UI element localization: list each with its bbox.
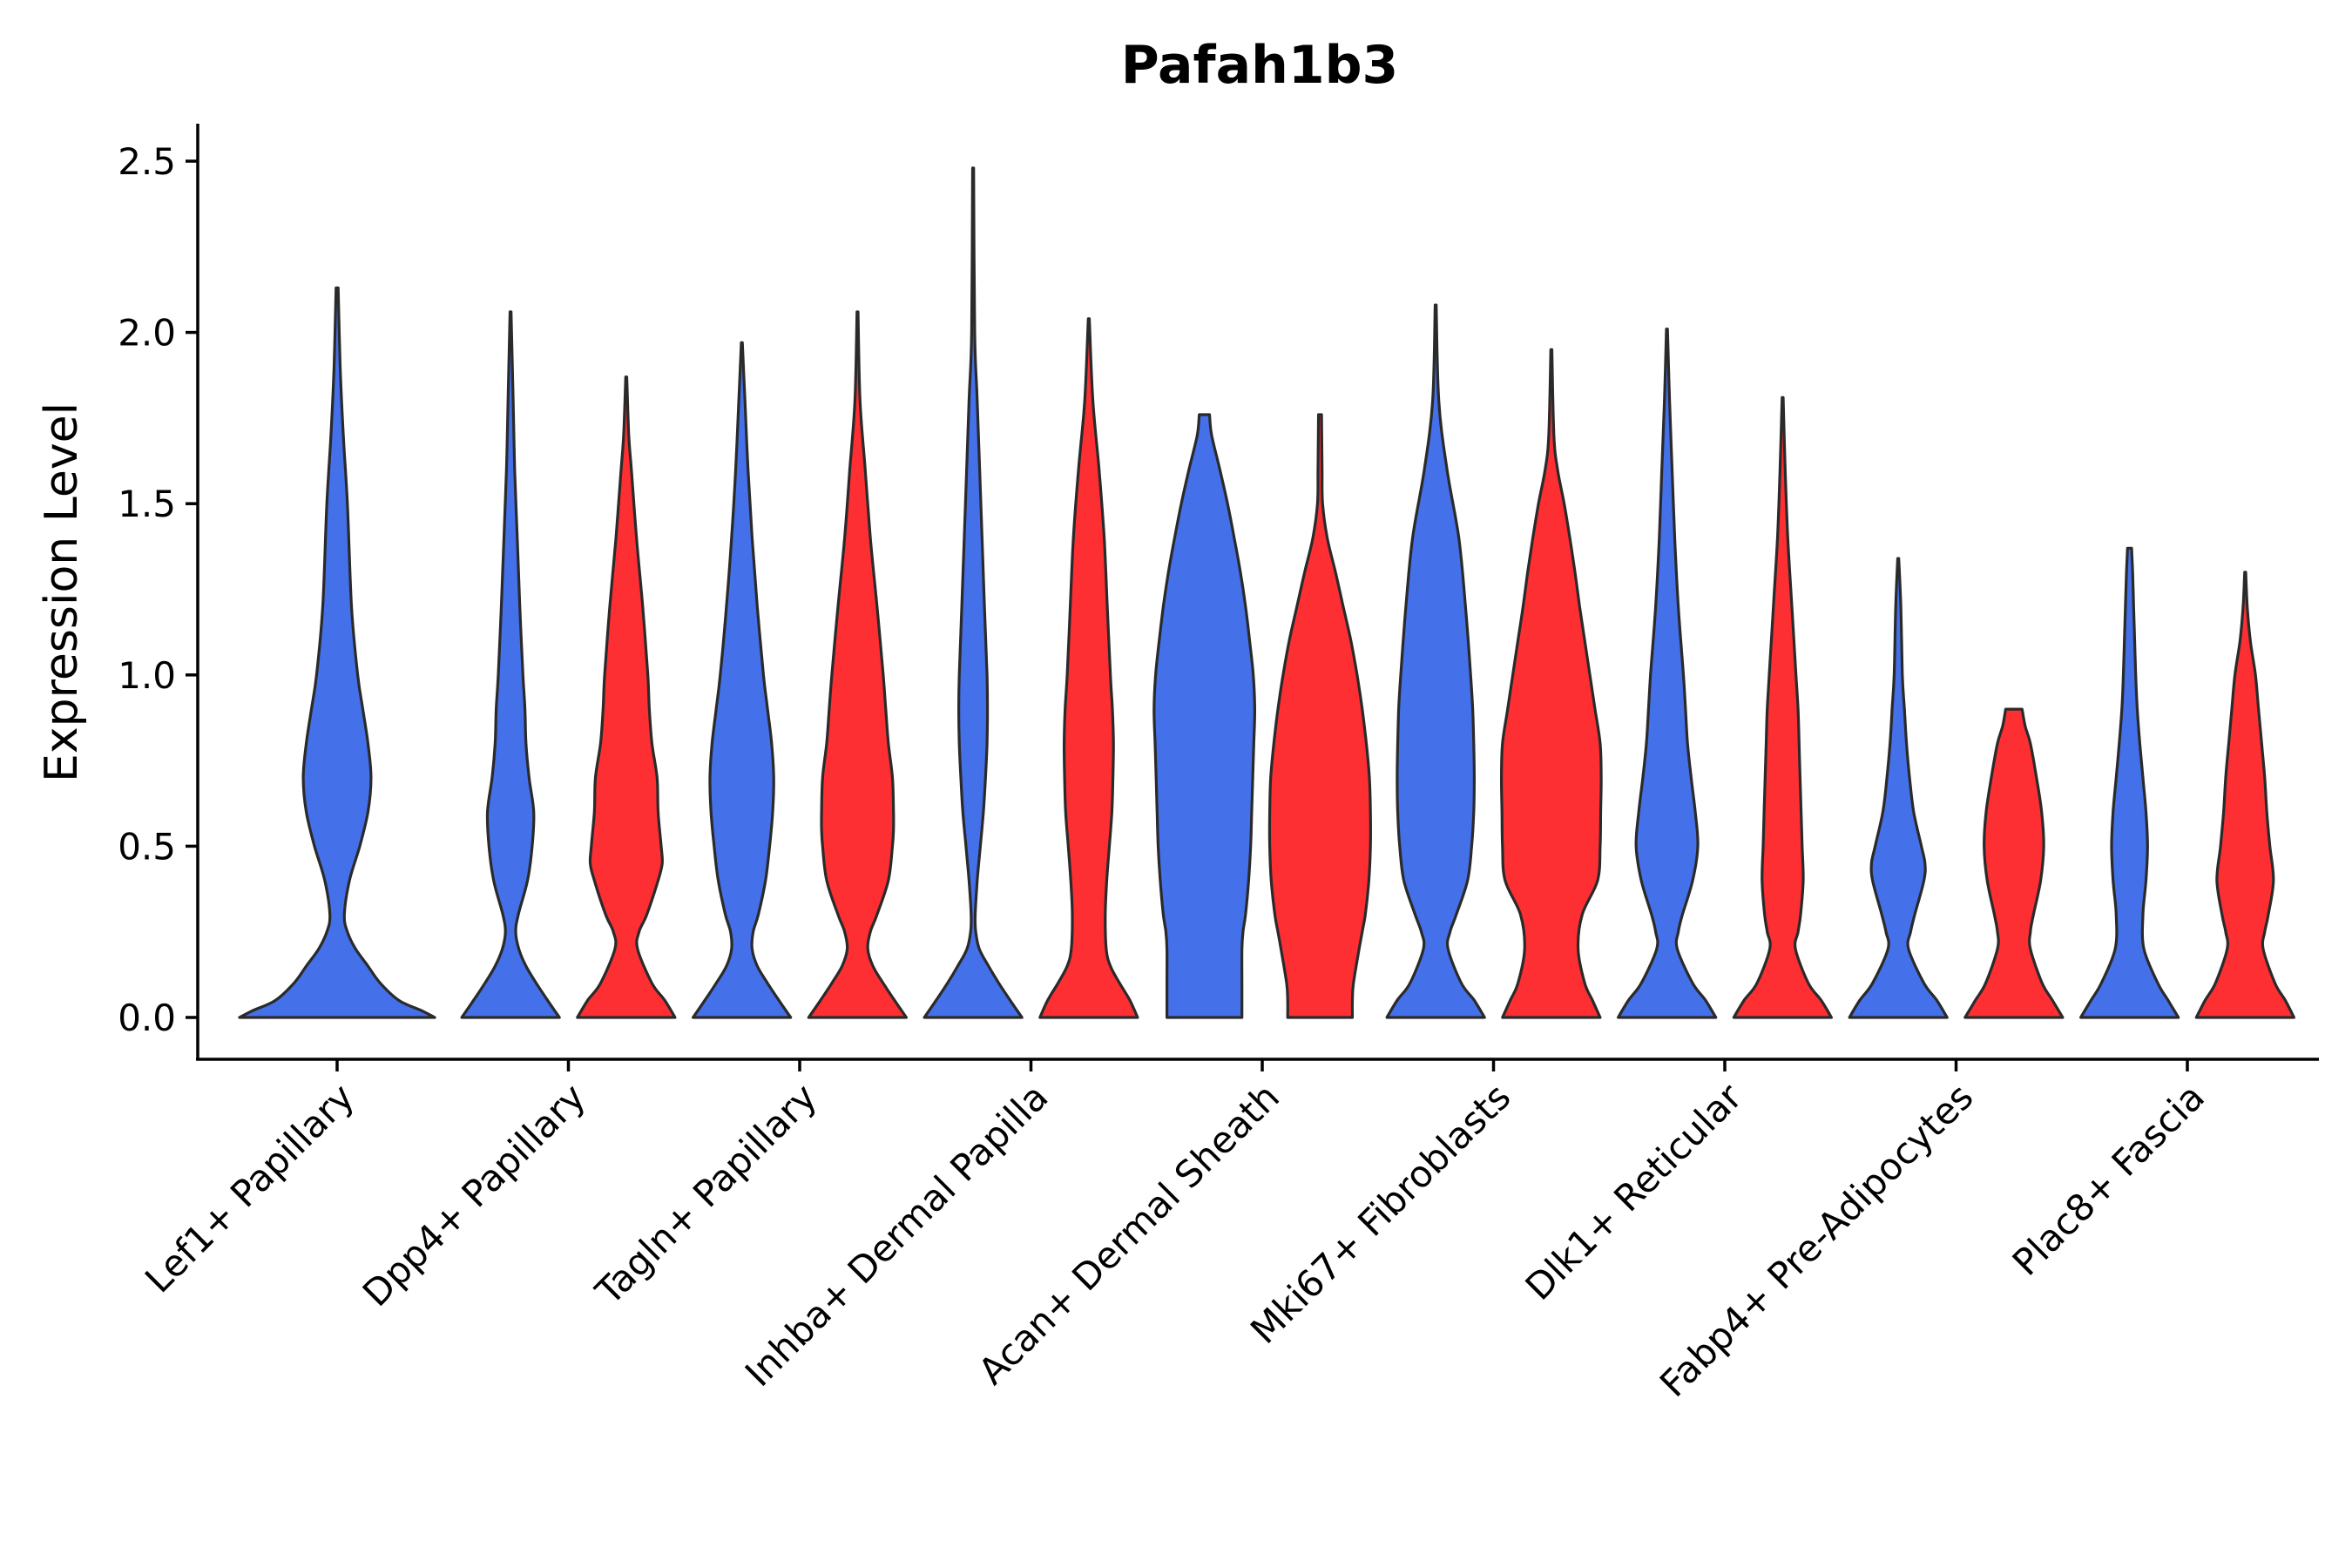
y-axis-title: Expression Level xyxy=(36,402,88,782)
violin-group2 xyxy=(1267,413,1372,1019)
violin-group1 xyxy=(1848,557,1949,1019)
violins-layer xyxy=(238,166,2295,1019)
x-tick-label: Dpp4+ Papillary xyxy=(355,1075,594,1315)
y-axis-ticks: 0.0 0.5 1.0 1.5 2.0 2.5 xyxy=(118,140,198,1039)
y-tick-label: 0.5 xyxy=(118,825,176,868)
x-tick-label: Tagln+ Papillary xyxy=(587,1075,825,1313)
violin-group1 xyxy=(1617,328,1718,1019)
violin-group2 xyxy=(576,375,677,1019)
violin-group1 xyxy=(460,310,561,1019)
violin-group1 xyxy=(692,341,793,1019)
chart-title: Pafah1b3 xyxy=(1121,35,1399,96)
violin-group2 xyxy=(807,310,908,1019)
y-tick-label: 2.5 xyxy=(118,140,176,183)
x-tick-label: Dlk1+ Reticular xyxy=(1517,1075,1751,1308)
violin-group2 xyxy=(1732,395,1833,1019)
violin-group2 xyxy=(2194,571,2295,1019)
x-tick-label: Mki67+ Fibroblasts xyxy=(1242,1075,1518,1351)
x-tick-label: Lef1+ Papillary xyxy=(137,1075,362,1301)
violin-group2 xyxy=(1963,707,2065,1019)
y-tick-label: 1.5 xyxy=(118,483,176,525)
violin-group1 xyxy=(1152,413,1257,1019)
violin-group2 xyxy=(1038,317,1139,1019)
violin-group1 xyxy=(923,166,1024,1019)
y-tick-label: 1.0 xyxy=(118,654,176,697)
violin-group1 xyxy=(1385,303,1486,1019)
violin-group1 xyxy=(2079,546,2180,1019)
y-tick-label: 2.0 xyxy=(118,312,176,355)
violin-group2 xyxy=(1499,348,1603,1019)
violin-group1 xyxy=(238,286,436,1019)
y-tick-label: 0.0 xyxy=(118,997,176,1039)
x-tick-label: Plac8+ Fascia xyxy=(2004,1075,2213,1283)
